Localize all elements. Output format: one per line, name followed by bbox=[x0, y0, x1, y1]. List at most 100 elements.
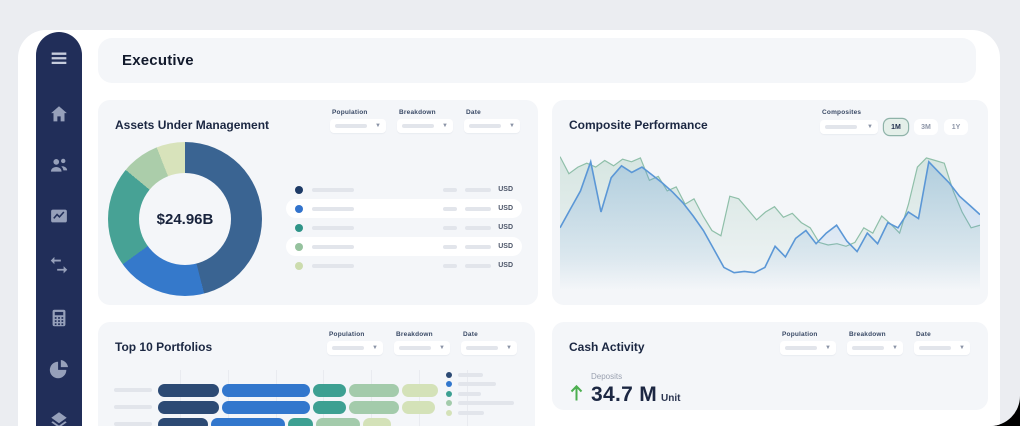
date-select[interactable]: ▼ bbox=[461, 341, 517, 355]
filter-label: Breakdown bbox=[399, 109, 436, 116]
bar-segment bbox=[363, 418, 391, 426]
gridline bbox=[275, 370, 277, 426]
legend-dot bbox=[446, 390, 452, 397]
card-top10-portfolios: Top 10 Portfolios Population ▼ Breakdown… bbox=[98, 322, 535, 426]
legend-dot bbox=[446, 371, 452, 378]
users-icon[interactable] bbox=[48, 154, 70, 176]
composite-chart bbox=[560, 156, 980, 290]
date-select[interactable]: ▼ bbox=[464, 119, 520, 133]
up-arrow-icon bbox=[570, 384, 583, 401]
legend-label-placeholder bbox=[458, 410, 484, 415]
card-composite-performance: Composite Performance Composites ▼ 1M 3M… bbox=[552, 100, 988, 305]
range-button-3m[interactable]: 3M bbox=[914, 119, 938, 135]
deposits-label: Deposits bbox=[591, 372, 623, 381]
series-green-line bbox=[560, 156, 980, 247]
legend-amount-placeholder bbox=[465, 244, 492, 249]
filters: Population ▼ Breakdown ▼ Date ▼ bbox=[327, 331, 517, 355]
pie-chart-icon[interactable] bbox=[48, 358, 70, 380]
legend-label-placeholder bbox=[458, 382, 496, 387]
breakdown-select[interactable]: ▼ bbox=[394, 341, 450, 355]
top10-legend-row bbox=[446, 408, 514, 418]
portfolio-label-placeholder bbox=[114, 422, 152, 426]
aum-legend-row: USD bbox=[286, 237, 522, 256]
home-icon[interactable] bbox=[48, 103, 70, 125]
legend-amount-placeholder bbox=[465, 206, 492, 211]
range-button-1m[interactable]: 1M bbox=[884, 119, 908, 135]
menu-icon[interactable] bbox=[48, 48, 70, 70]
select-placeholder bbox=[466, 346, 498, 350]
legend-label-placeholder bbox=[312, 187, 354, 192]
chevron-down-icon: ▼ bbox=[825, 345, 831, 351]
portfolio-chart-icon[interactable] bbox=[48, 205, 70, 227]
legend-amount-placeholder bbox=[465, 225, 492, 230]
portfolio-label-placeholder bbox=[114, 405, 152, 409]
layers-icon[interactable] bbox=[48, 409, 70, 426]
gridline bbox=[180, 370, 181, 426]
page-header: Executive bbox=[98, 38, 976, 83]
transfer-icon[interactable] bbox=[48, 256, 70, 278]
bar-segment bbox=[221, 384, 311, 397]
breakdown-select[interactable]: ▼ bbox=[847, 341, 903, 355]
aum-legend-row: USD bbox=[286, 256, 522, 275]
deposits-metric: Deposits 34.7 M Unit bbox=[570, 372, 680, 407]
top10-legend bbox=[446, 370, 514, 418]
breakdown-select[interactable]: ▼ bbox=[397, 119, 453, 133]
bar-segment bbox=[313, 384, 347, 397]
deposits-value: 34.7 M bbox=[591, 383, 657, 406]
sidebar-nav bbox=[36, 32, 82, 426]
top10-legend-row bbox=[446, 380, 514, 390]
chevron-down-icon: ▼ bbox=[959, 345, 965, 351]
filter-population: Population ▼ bbox=[327, 331, 383, 355]
filter-breakdown: Breakdown ▼ bbox=[847, 331, 903, 355]
gridline bbox=[371, 370, 373, 426]
population-select[interactable]: ▼ bbox=[330, 119, 386, 133]
legend-dot bbox=[295, 185, 303, 194]
select-placeholder bbox=[852, 346, 884, 350]
gridline bbox=[323, 370, 325, 426]
chevron-down-icon: ▼ bbox=[372, 345, 378, 351]
currency-label: USD bbox=[498, 262, 513, 269]
population-select[interactable]: ▼ bbox=[780, 341, 836, 355]
legend-value-placeholder bbox=[443, 187, 458, 192]
series-blue-line bbox=[560, 158, 980, 274]
chevron-down-icon: ▼ bbox=[892, 345, 898, 351]
gridline bbox=[466, 370, 468, 426]
filter-population: Population ▼ bbox=[330, 109, 386, 133]
select-placeholder bbox=[399, 346, 431, 350]
bar-segment bbox=[401, 401, 435, 414]
range-button-1y[interactable]: 1Y bbox=[944, 119, 968, 135]
aum-legend-row: USD bbox=[286, 199, 522, 218]
select-placeholder bbox=[335, 124, 367, 128]
composites-label: Composites bbox=[822, 109, 862, 116]
aum-donut-center: $24.96B bbox=[139, 173, 231, 265]
bar-segment bbox=[349, 384, 399, 397]
filter-label: Date bbox=[463, 331, 478, 338]
deposits-column: Deposits 34.7 M Unit bbox=[591, 372, 680, 407]
legend-dot bbox=[295, 223, 303, 232]
legend-label-placeholder bbox=[458, 401, 514, 406]
composites-select[interactable]: ▼ bbox=[820, 120, 878, 134]
legend-label-placeholder bbox=[458, 372, 483, 377]
filters: Population ▼ Breakdown ▼ Date ▼ bbox=[780, 331, 970, 355]
portfolio-label-placeholder bbox=[114, 388, 152, 392]
select-placeholder bbox=[825, 125, 857, 129]
bar-segment bbox=[401, 384, 438, 397]
filter-label: Date bbox=[916, 331, 931, 338]
bar-segment bbox=[221, 401, 311, 414]
calculator-icon[interactable] bbox=[48, 307, 70, 329]
card-cash-activity: Cash Activity Population ▼ Breakdown ▼ D… bbox=[552, 322, 988, 410]
filter-label: Breakdown bbox=[849, 331, 886, 338]
date-select[interactable]: ▼ bbox=[914, 341, 970, 355]
filter-breakdown: Breakdown ▼ bbox=[397, 109, 453, 133]
currency-label: USD bbox=[498, 224, 513, 231]
bar-segment bbox=[316, 418, 361, 426]
bar-segment bbox=[349, 401, 399, 414]
select-placeholder bbox=[785, 346, 817, 350]
bar-segment bbox=[158, 384, 219, 397]
population-select[interactable]: ▼ bbox=[327, 341, 383, 355]
legend-value-placeholder bbox=[443, 263, 458, 268]
filter-label: Breakdown bbox=[396, 331, 433, 338]
bar-segment bbox=[288, 418, 314, 426]
chevron-down-icon: ▼ bbox=[867, 124, 873, 130]
